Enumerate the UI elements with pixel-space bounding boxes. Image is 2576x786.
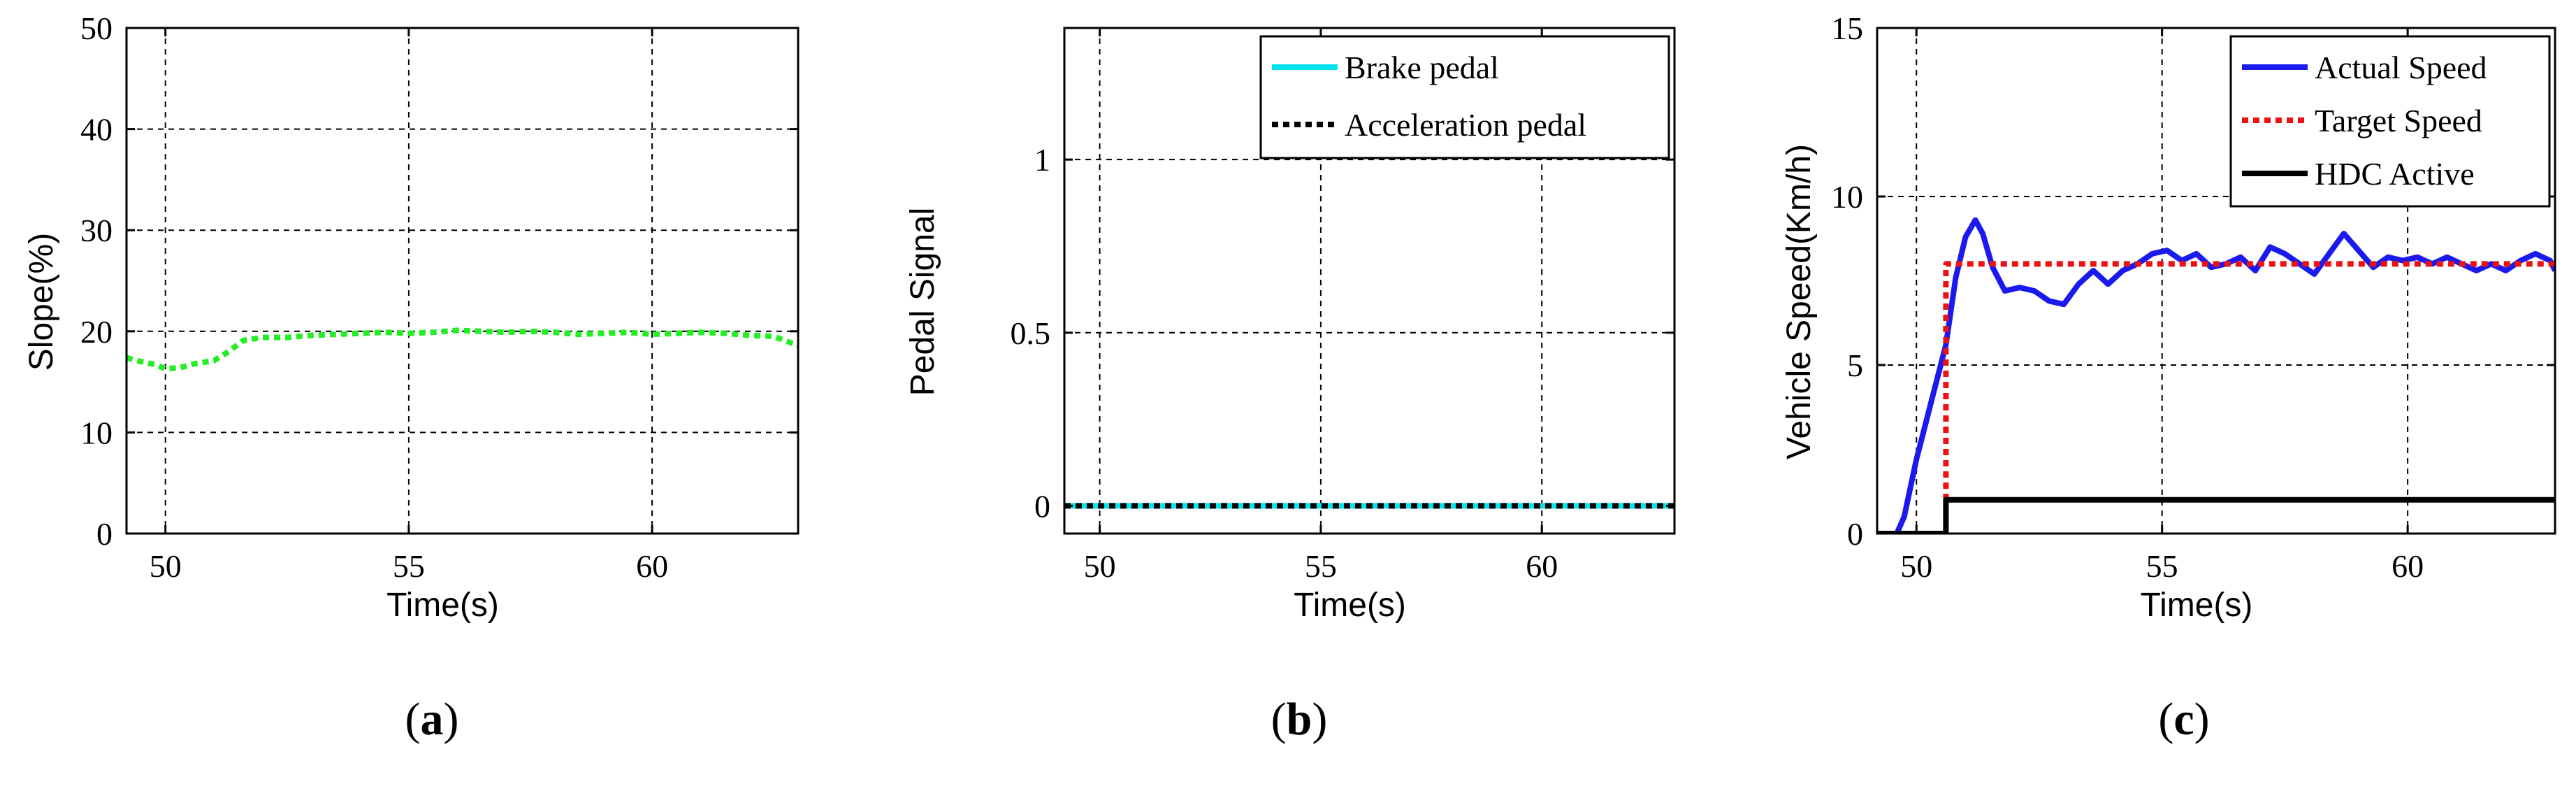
y-axis-label: Pedal Signal bbox=[904, 208, 941, 396]
y-tick-label: 15 bbox=[1831, 10, 1863, 46]
x-tick-label: 55 bbox=[393, 548, 425, 584]
legend-entry: Brake pedal bbox=[1345, 50, 1499, 85]
x-tick-label: 50 bbox=[1900, 548, 1932, 584]
x-axis-label: Time(s) bbox=[2141, 587, 2253, 624]
x-tick-label: 60 bbox=[636, 548, 668, 584]
panel-caption-letter: a bbox=[421, 694, 444, 745]
y-tick-label: 0 bbox=[96, 516, 113, 552]
chart-panel-a: 50 55 60 0 10 20 30 40 50 Time(s) Slope(%) (a) bbox=[23, 10, 799, 745]
plot-area bbox=[126, 28, 798, 534]
y-tick-label: 30 bbox=[80, 213, 113, 248]
series-line-actual-speed bbox=[1877, 217, 2555, 534]
x-tick-label: 60 bbox=[2392, 548, 2424, 584]
panel-caption-letter: b bbox=[1287, 694, 1312, 745]
legend-entry: HDC Active bbox=[2315, 156, 2475, 192]
legend: Brake pedal Acceleration pedal bbox=[1259, 35, 1670, 159]
y-tick-label: 10 bbox=[1831, 179, 1863, 215]
x-tick-label: 50 bbox=[150, 548, 182, 584]
plot-frame bbox=[1876, 27, 2556, 535]
panel-caption: (b) bbox=[1271, 694, 1328, 745]
chart-panel-c: 50 55 60 0 5 10 15 Time(s) Vehicle Speed(Km/h) Ac… bbox=[1781, 10, 2556, 745]
y-tick-label: 0.5 bbox=[1011, 315, 1051, 351]
plot-frame bbox=[125, 27, 799, 535]
legend-box bbox=[1259, 35, 1670, 159]
y-tick-label: 10 bbox=[80, 415, 113, 450]
series-line-hdc-active bbox=[1877, 496, 2555, 534]
panel-caption: (c) bbox=[2158, 694, 2209, 745]
legend-entry: Acceleration pedal bbox=[1345, 107, 1586, 143]
legend: Actual Speed Target Speed HDC Active bbox=[2229, 35, 2551, 208]
legend-entry: Actual Speed bbox=[2315, 50, 2487, 85]
x-tick-label: 50 bbox=[1084, 548, 1116, 584]
x-tick-label: 55 bbox=[2146, 548, 2178, 584]
y-axis-label: Slope(%) bbox=[23, 233, 60, 371]
chart-panel-b: 50 55 60 0 0.5 1 Time(s) Pedal Signal Brake peda… bbox=[904, 27, 1676, 745]
x-tick-label: 60 bbox=[1526, 548, 1558, 584]
plot-frame bbox=[1063, 27, 1676, 535]
y-axis-label: Vehicle Speed(Km/h) bbox=[1781, 144, 1818, 459]
panel-caption-letter: c bbox=[2173, 694, 2194, 745]
y-tick-label: 50 bbox=[80, 10, 113, 46]
y-tick-label: 1 bbox=[1034, 142, 1050, 178]
x-axis-label: Time(s) bbox=[386, 587, 499, 624]
series-line-0 bbox=[126, 327, 798, 372]
x-tick-label: 55 bbox=[1305, 548, 1337, 584]
x-axis-label: Time(s) bbox=[1294, 587, 1406, 624]
y-tick-label: 20 bbox=[80, 314, 113, 350]
series-line-target-speed bbox=[1943, 261, 2555, 534]
panel-caption: (a) bbox=[405, 694, 459, 745]
y-tick-label: 40 bbox=[80, 112, 113, 148]
legend-entry: Target Speed bbox=[2315, 103, 2482, 138]
y-tick-label: 0 bbox=[1847, 516, 1863, 552]
y-tick-label: 5 bbox=[1847, 348, 1863, 383]
y-tick-label: 0 bbox=[1034, 488, 1050, 524]
